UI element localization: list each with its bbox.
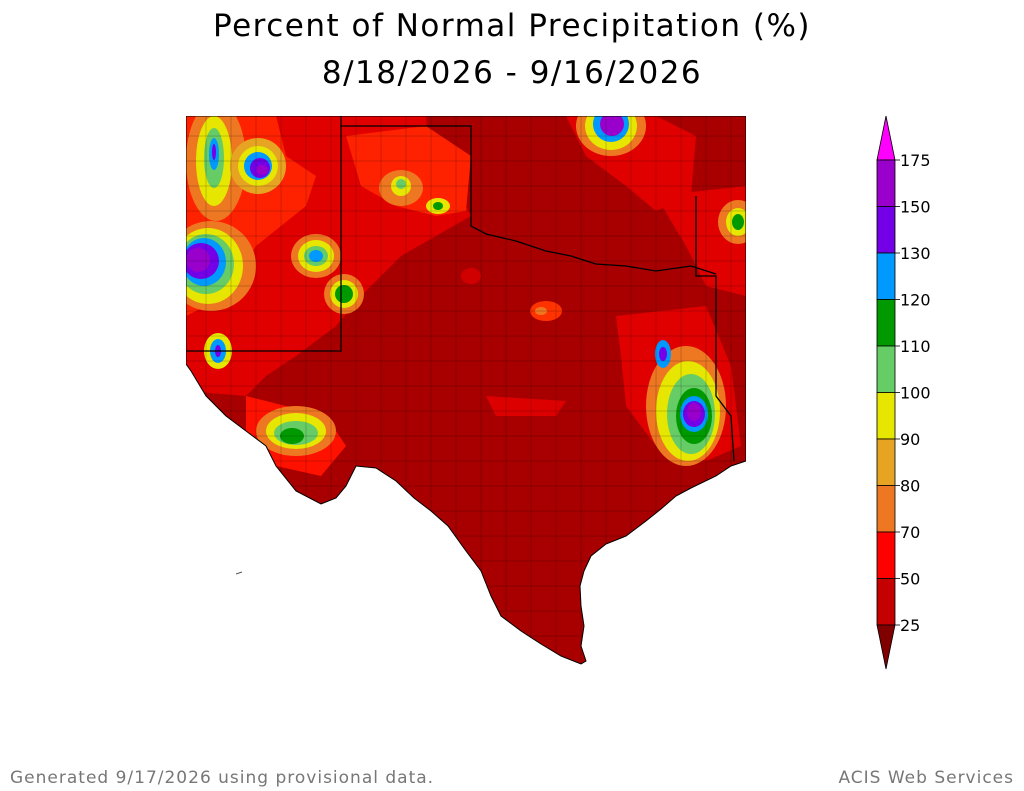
land-outline: [186, 116, 746, 665]
c1-120: [309, 250, 323, 262]
ar-110: [732, 214, 744, 230]
generated-note: Generated 9/17/2026 using provisional da…: [10, 768, 435, 788]
colorbar-tick-label: 130: [900, 244, 931, 263]
colorbar-bin: [876, 531, 896, 579]
colorbar-bin: [876, 206, 896, 254]
colorbar-tick-label: 100: [900, 384, 931, 403]
island-mark: [235, 571, 243, 575]
colorbar-bin: [876, 392, 896, 440]
colorbar-tick-label: 120: [900, 291, 931, 310]
se2-130: [659, 347, 667, 361]
state-borders: [186, 116, 735, 462]
tx-la-border: [695, 196, 735, 462]
map-title: Percent of Normal Precipitation (%): [212, 8, 811, 44]
c2-110: [335, 285, 353, 303]
colorbar-tick-label: 110: [900, 337, 931, 356]
colorbar-bin: [876, 485, 896, 533]
colorbar-bin: [876, 299, 896, 347]
colorbar-bin: [876, 159, 896, 207]
acis-credit: ACIS Web Services: [838, 768, 1014, 788]
spot-north: [461, 268, 481, 284]
colorbar-tick-label: 70: [900, 523, 920, 542]
colorbar-top-arrow: [876, 115, 896, 161]
colorbar-tick-label: 50: [900, 570, 920, 589]
region-central-50: [486, 396, 566, 416]
date-range: 8/18/2026 - 9/16/2026: [321, 55, 703, 91]
colorbar-tick-label: 90: [900, 430, 920, 449]
bb-110: [280, 428, 304, 444]
ok-tx-border: [341, 125, 717, 275]
w-150: [186, 248, 210, 272]
colorbar-bin: [876, 438, 896, 486]
colorbar-tick-labels: 175 150 130 120 110 100 90 80 70 50 25: [895, 151, 931, 635]
n2-150: [256, 165, 268, 175]
colorbar-legend: 175 150 130 120 110 100 90 80 70 50 25: [876, 115, 931, 670]
precip-field: [186, 116, 746, 664]
colorbar-bin: [876, 345, 896, 393]
region-50c: [346, 126, 471, 216]
colorbar-bins: [876, 115, 896, 670]
se-150: [687, 403, 701, 421]
colorbar-tick-label: 150: [900, 198, 931, 217]
precipitation-map: [186, 116, 746, 665]
nm-border: [186, 116, 342, 352]
colorbar-bin: [876, 578, 896, 626]
colorbar-tick-label: 175: [900, 151, 931, 170]
nw-130: [212, 144, 216, 160]
spot-central-70: [535, 307, 547, 315]
ne-100: [396, 179, 406, 189]
colorbar-tick-label: 25: [900, 616, 920, 635]
ok-150: [600, 116, 624, 136]
colorbar-bin: [876, 252, 896, 300]
ne2-110: [433, 202, 443, 210]
colorbar-bottom-arrow: [876, 624, 896, 670]
colorbar-tick-label: 80: [900, 477, 920, 496]
